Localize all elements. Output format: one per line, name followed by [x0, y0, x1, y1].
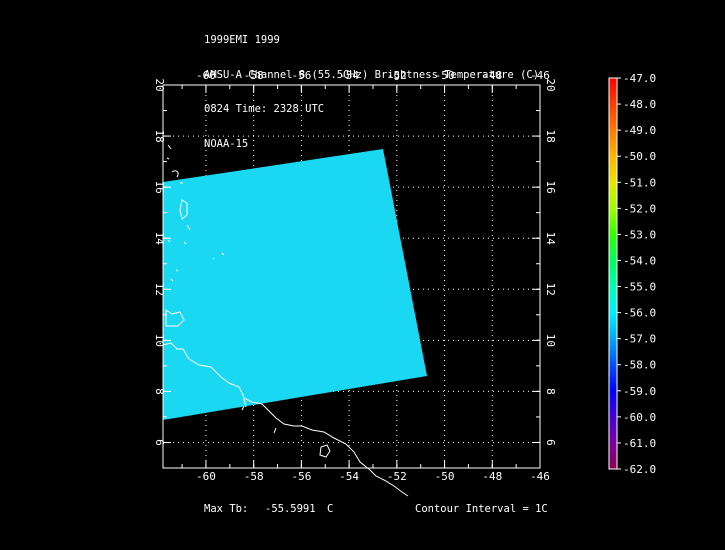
lon-label-bottom: -52: [387, 470, 407, 483]
colorbar-label: -50.0: [623, 150, 656, 163]
colorbar-label: -57.0: [623, 333, 656, 346]
header-line-2: AMSU-A Channel 8 (55.5GHz) Brightness Te…: [204, 68, 540, 81]
map-frame: [162, 84, 541, 469]
lat-label-right: 20: [544, 78, 557, 91]
lat-label-left: 6: [153, 439, 166, 446]
plot-header: 1999EMI 1999 AMSU-A Channel 8 (55.5GHz) …: [204, 12, 539, 162]
lat-label-right: 10: [544, 334, 557, 347]
lon-label-bottom: -58: [244, 470, 264, 483]
lon-label-bottom: -46: [530, 470, 550, 483]
coastline: [162, 144, 409, 497]
lat-label-right: 16: [544, 181, 557, 194]
colorbar-label: -58.0: [623, 359, 656, 372]
max-tb-label: Max Tb:: [204, 503, 249, 515]
lon-label-bottom: -48: [482, 470, 502, 483]
lon-label-top: -46: [530, 69, 550, 82]
lat-label-right: 8: [544, 388, 557, 395]
colorbar-label: -51.0: [623, 176, 656, 189]
colorbar-label: -48.0: [623, 98, 656, 111]
lat-label-left: 18: [153, 129, 166, 142]
lat-label-left: 16: [153, 181, 166, 194]
lon-label-bottom: -60: [196, 470, 216, 483]
header-line-4: NOAA-15: [204, 137, 249, 150]
lat-label-right: 6: [544, 439, 557, 446]
lat-label-left: 14: [153, 232, 166, 246]
colorbar-label: -49.0: [623, 124, 656, 137]
colorbar-label: -55.0: [623, 281, 656, 294]
colorbar-label: -59.0: [623, 385, 656, 398]
lon-label-top: -58: [244, 69, 264, 82]
colorbar-label: -60.0: [623, 411, 656, 424]
lon-label-top: -56: [291, 69, 311, 82]
lat-label-left: 12: [153, 283, 166, 296]
axis-ticks: -60 -60 -58 -58 -56 -56 -54 -54 -52 -52 -50 -50 -48 -…: [153, 69, 557, 483]
header-line-1: 1999EMI 1999: [204, 34, 280, 46]
lat-label-right: 14: [544, 232, 557, 246]
lat-label-right: 12: [544, 283, 557, 296]
colorbar-scale: [608, 77, 618, 470]
colorbar: -47.0 -48.0 -49.0 -50.0 -51.0 -52.0 -53.0 -54.0…: [608, 72, 656, 476]
colorbar-label: -47.0: [623, 72, 656, 85]
colorbar-label: -52.0: [623, 202, 656, 215]
lon-label-bottom: -54: [339, 470, 359, 483]
colorbar-label: -61.0: [623, 437, 656, 450]
colorbar-label: -56.0: [623, 307, 656, 320]
lon-label-top: -50: [435, 69, 455, 82]
lon-label-top: -48: [482, 69, 502, 82]
lon-label-bottom: -50: [435, 470, 455, 483]
max-tb-unit: C: [327, 503, 334, 515]
lon-label-bottom: -56: [291, 470, 311, 483]
lon-label-top: -60: [196, 69, 216, 82]
colorbar-label: -62.0: [623, 463, 656, 476]
header-line-3: 0824 Time: 2328 UTC: [204, 103, 325, 115]
lon-label-top: -52: [387, 69, 407, 82]
lat-label-left: 20: [153, 78, 166, 91]
lat-label-right: 18: [544, 129, 557, 142]
lon-label-top: -54: [339, 69, 359, 82]
swath-image: [163, 149, 427, 420]
lat-label-left: 8: [153, 388, 166, 395]
lat-label-left: 10: [153, 334, 166, 347]
max-tb-value: -55.5991: [265, 503, 316, 515]
colorbar-label: -54.0: [623, 254, 656, 267]
colorbar-label: -53.0: [623, 228, 656, 241]
contour-interval: Contour Interval = 1C: [415, 503, 548, 515]
